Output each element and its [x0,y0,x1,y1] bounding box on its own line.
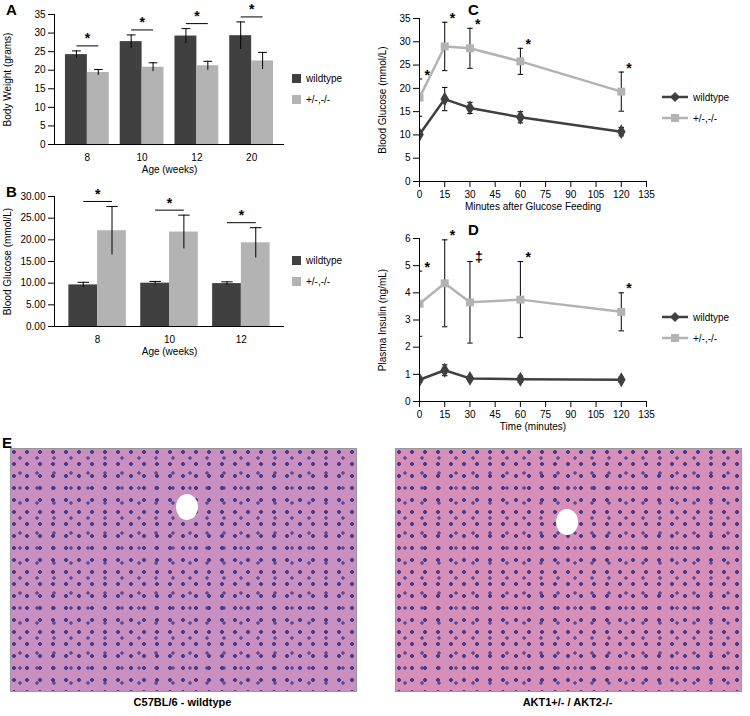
svg-text:30: 30 [34,27,46,38]
html-text:B: B [6,183,17,200]
svg-text:Minutes after Glucose Feeding: Minutes after Glucose Feeding [465,201,601,212]
svg-text:1: 1 [405,369,411,380]
html-text:D: D [468,221,479,238]
svg-text:3: 3 [405,314,411,325]
svg-text:15.00: 15.00 [20,256,45,267]
svg-text:*: * [167,195,173,211]
html-text:wildtype: wildtype [306,255,343,266]
svg-text:25: 25 [34,46,46,57]
svg-text:5: 5 [40,120,46,131]
svg-text:20.00: 20.00 [20,234,45,245]
svg-text:45: 45 [490,189,502,200]
svg-text:60: 60 [515,189,527,200]
svg-text:105: 105 [588,409,605,420]
svg-text:10: 10 [137,152,149,163]
html-text:A: A [6,1,17,18]
svg-text:Time (minutes): Time (minutes) [500,421,566,432]
svg-text:30: 30 [399,36,411,47]
svg-text:45: 45 [490,409,502,420]
svg-text:*: * [475,16,481,32]
svg-text:0: 0 [405,176,411,187]
html-text:C: C [468,1,479,18]
svg-text:2: 2 [405,341,411,352]
svg-text:Age (weeks): Age (weeks) [142,164,198,175]
svg-text:25.00: 25.00 [20,212,45,223]
svg-text:30: 30 [464,189,476,200]
svg-text:120: 120 [613,409,630,420]
svg-text:20: 20 [34,64,46,75]
html-text:wildtype: wildtype [693,311,730,323]
html-text:C57BL/6 - wildtype: C57BL/6 - wildtype [133,696,232,708]
svg-text:‡: ‡ [475,249,483,265]
svg-text:15: 15 [439,409,451,420]
svg-text:10: 10 [164,334,176,345]
svg-text:20: 20 [399,83,411,94]
svg-text:*: * [450,10,456,26]
svg-text:15: 15 [399,106,411,117]
svg-text:Plasma Insulin (ng/mL): Plasma Insulin (ng/mL) [377,269,388,371]
svg-text:*: * [425,259,431,275]
svg-text:Blood Glucose (mmol/L): Blood Glucose (mmol/L) [2,208,13,315]
svg-text:10: 10 [34,102,46,113]
svg-text:10.00: 10.00 [20,277,45,288]
svg-text:0: 0 [405,396,411,407]
svg-text:*: * [239,207,245,223]
html-text:wildtype: wildtype [693,91,730,103]
svg-text:*: * [626,60,632,76]
html-text:E: E [2,434,12,451]
svg-text:5.00: 5.00 [26,299,46,310]
svg-text:*: * [139,14,145,30]
svg-text:60: 60 [515,409,527,420]
svg-text:0: 0 [417,409,423,420]
svg-text:30.00: 30.00 [20,191,45,202]
svg-text:30: 30 [464,409,476,420]
svg-text:Age (weeks): Age (weeks) [142,346,198,357]
svg-text:*: * [194,8,200,24]
svg-text:25: 25 [399,59,411,70]
svg-text:135: 135 [638,189,655,200]
svg-text:Blood Glucose (mmol/L): Blood Glucose (mmol/L) [377,46,388,153]
html-text:AKT1+/- / AKT2-/-: AKT1+/- / AKT2-/- [522,696,613,708]
svg-text:*: * [525,249,531,265]
svg-text:*: * [626,280,632,296]
svg-text:120: 120 [613,189,630,200]
svg-text:75: 75 [540,189,552,200]
svg-text:5: 5 [405,260,411,271]
svg-text:0: 0 [417,189,423,200]
svg-text:15: 15 [439,189,451,200]
svg-text:12: 12 [236,334,248,345]
svg-text:*: * [525,36,531,52]
svg-text:135: 135 [638,409,655,420]
svg-text:35: 35 [399,13,411,24]
svg-text:15: 15 [34,83,46,94]
svg-text:Body Weight (grams): Body Weight (grams) [2,33,13,127]
svg-text:6: 6 [405,233,411,244]
svg-text:0: 0 [40,139,46,150]
svg-text:35: 35 [34,9,46,20]
svg-text:*: * [450,227,456,243]
svg-text:*: * [95,186,101,202]
svg-text:*: * [85,30,91,46]
svg-text:75: 75 [540,409,552,420]
svg-text:105: 105 [588,189,605,200]
svg-text:10: 10 [399,129,411,140]
svg-text:8: 8 [95,334,101,345]
svg-text:8: 8 [85,152,91,163]
svg-text:12: 12 [191,152,203,163]
svg-text:4: 4 [405,287,411,298]
html-text:wildtype: wildtype [306,73,343,84]
svg-text:90: 90 [565,409,577,420]
svg-text:0.00: 0.00 [26,321,46,332]
svg-text:90: 90 [565,189,577,200]
svg-text:5: 5 [405,152,411,163]
svg-text:*: * [249,1,255,17]
svg-text:*: * [425,67,431,83]
svg-text:20: 20 [246,152,258,163]
